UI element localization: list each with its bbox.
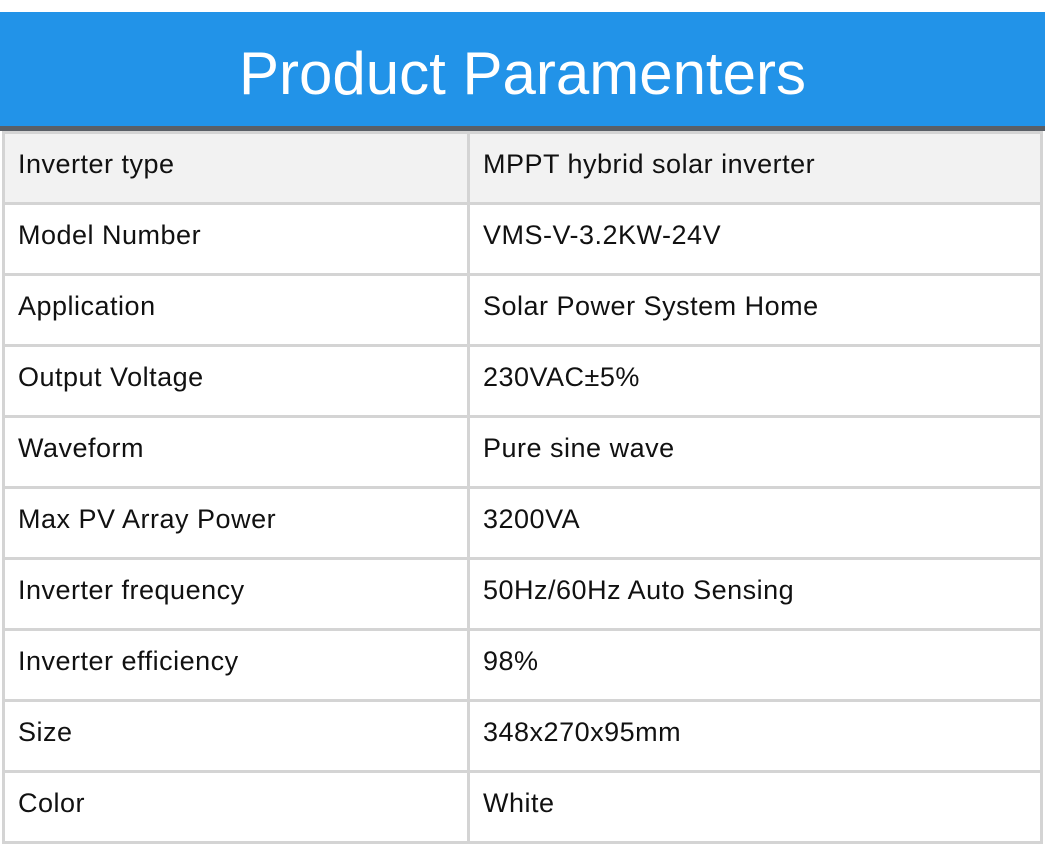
parameter-name: Size	[2, 699, 470, 773]
parameter-value: 50Hz/60Hz Auto Sensing	[467, 557, 1043, 631]
parameter-name: Color	[2, 770, 470, 844]
parameter-name: Inverter efficiency	[2, 628, 470, 702]
parameter-name: Application	[2, 273, 470, 347]
table-row: Model Number VMS-V-3.2KW-24V	[2, 202, 1043, 276]
table-row: Output Voltage 230VAC±5%	[2, 344, 1043, 418]
parameter-value: White	[467, 770, 1043, 844]
parameter-value: 348x270x95mm	[467, 699, 1043, 773]
header-banner: Product Paramenters	[0, 12, 1045, 131]
parameter-table: Inverter type MPPT hybrid solar inverter M…	[2, 131, 1043, 844]
parameter-name: Inverter type	[2, 131, 470, 205]
header-title: Product Paramenters	[239, 40, 806, 107]
parameter-value: Pure sine wave	[467, 415, 1043, 489]
parameter-value: MPPT hybrid solar inverter	[467, 131, 1043, 205]
table-row: Inverter frequency 50Hz/60Hz Auto Sensing	[2, 557, 1043, 631]
parameter-name: Output Voltage	[2, 344, 470, 418]
table-row: Application Solar Power System Home	[2, 273, 1043, 347]
parameter-value: VMS-V-3.2KW-24V	[467, 202, 1043, 276]
parameter-value: 98%	[467, 628, 1043, 702]
parameter-name: Waveform	[2, 415, 470, 489]
table-row: Max PV Array Power 3200VA	[2, 486, 1043, 560]
table-row: Color White	[2, 770, 1043, 844]
table-row: Size 348x270x95mm	[2, 699, 1043, 773]
parameter-name: Inverter frequency	[2, 557, 470, 631]
table-row: Inverter efficiency 98%	[2, 628, 1043, 702]
parameter-value: 3200VA	[467, 486, 1043, 560]
parameter-name: Max PV Array Power	[2, 486, 470, 560]
table-row: Waveform Pure sine wave	[2, 415, 1043, 489]
parameter-value: 230VAC±5%	[467, 344, 1043, 418]
page: Product Paramenters Inverter type MPPT hy…	[0, 12, 1045, 844]
parameter-name: Model Number	[2, 202, 470, 276]
parameter-value: Solar Power System Home	[467, 273, 1043, 347]
table-row: Inverter type MPPT hybrid solar inverter	[2, 131, 1043, 205]
